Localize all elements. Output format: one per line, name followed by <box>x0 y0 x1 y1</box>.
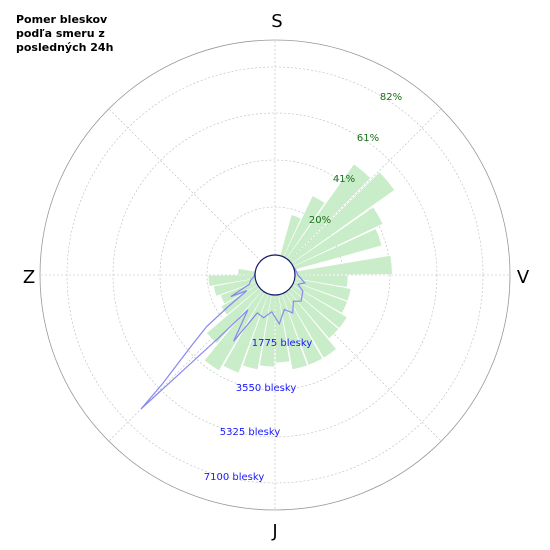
percent-ring-label: 61% <box>357 133 379 144</box>
percent-bar-2 <box>286 164 371 261</box>
percent-bar-22 <box>220 282 258 304</box>
percent-bar-10 <box>290 285 347 328</box>
direction-east-label: V <box>517 267 530 288</box>
percent-bar-14 <box>278 293 308 370</box>
direction-north-label: S <box>271 11 282 32</box>
percent-bar-21 <box>221 285 260 315</box>
chart-title: Pomer bleskov podľa smeru z posledných 2… <box>16 13 114 54</box>
count-series-line <box>140 254 306 410</box>
count-ring-label: 1775 blesky <box>252 338 313 349</box>
percent-bar-7 <box>294 275 348 287</box>
percent-bar-17 <box>242 293 272 370</box>
percent-bar-12 <box>285 290 336 358</box>
percent-bar-24 <box>208 275 256 286</box>
percent-ring-label: 41% <box>333 174 355 185</box>
percent-ring-label: 82% <box>380 92 402 103</box>
percent-bar-20 <box>206 287 263 344</box>
percent-bar-13 <box>282 292 323 365</box>
percent-bar-4 <box>291 207 383 267</box>
percent-bar-3 <box>289 172 395 264</box>
count-ring-label: 7100 blesky <box>204 472 265 483</box>
percent-bar-15 <box>275 294 290 363</box>
direction-south-label: J <box>271 521 277 542</box>
grid-ring-2 <box>159 159 391 391</box>
percent-bar-6 <box>294 255 392 275</box>
grid-spoke-315 <box>108 108 262 262</box>
center-circle <box>254 254 296 296</box>
outer-ring <box>39 39 511 511</box>
ring-labels: 20% 41% 61% 82% 1775 blesky 3550 blesky 5325 b… <box>204 92 402 483</box>
count-line-layer <box>140 254 306 410</box>
percent-bar-19 <box>204 290 265 371</box>
percent-bar-0 <box>280 215 301 257</box>
count-ring-label: 3550 blesky <box>236 383 297 394</box>
percent-bar-9 <box>292 282 348 313</box>
percent-bar-5 <box>293 229 382 270</box>
percent-bars <box>204 164 395 373</box>
percent-ring-label: 20% <box>309 215 331 226</box>
direction-west-label: Z <box>23 267 35 288</box>
percent-bar-23 <box>213 278 257 296</box>
count-ring-label: 5325 blesky <box>220 427 281 438</box>
percent-bar-1 <box>283 196 325 259</box>
percent-bar-25 <box>238 268 256 275</box>
percent-bar-8 <box>293 278 351 301</box>
polar-grid <box>39 39 511 511</box>
